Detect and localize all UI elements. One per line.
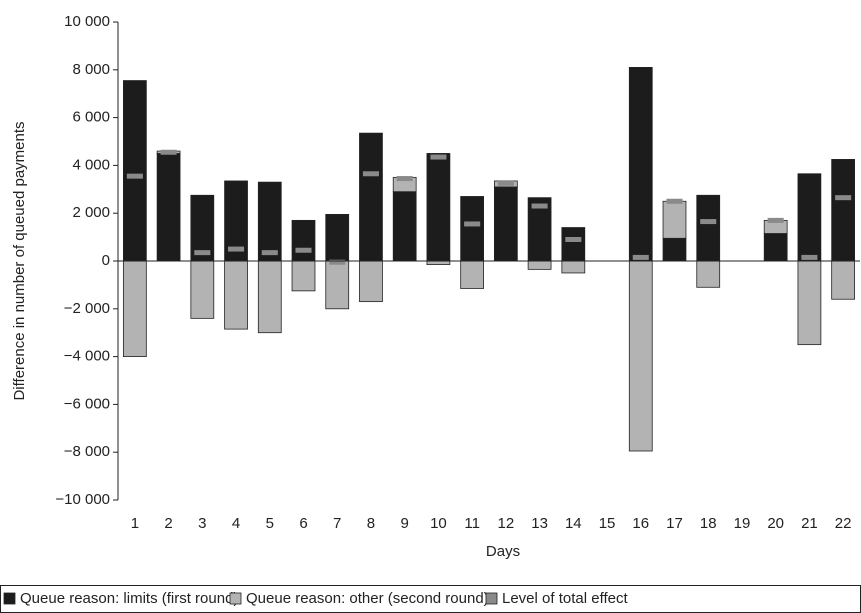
x-tick-label: 4 [232,515,240,532]
bar [460,196,485,262]
y-axis-label: Difference in number of queued payments [11,121,28,400]
bar [156,153,181,262]
x-tick-label: 7 [333,515,341,532]
legend-label: Queue reason: limits (first round) [20,590,238,607]
bar [831,159,856,262]
y-tick-label: −8 000 [64,443,110,460]
total-marker [632,254,649,260]
total-marker [801,254,818,260]
bar [527,260,552,270]
y-tick-label: −10 000 [55,491,110,508]
bar [662,237,687,262]
y-tick-label: 10 000 [64,13,110,30]
bar [122,260,147,357]
y-tick-label: 2 000 [72,204,110,221]
bar [628,67,653,262]
x-tick-label: 17 [666,515,683,532]
legend-swatch [485,592,498,605]
y-tick-label: 0 [102,252,110,269]
x-tick-label: 5 [266,515,274,532]
x-tick-label: 16 [632,515,649,532]
total-marker [464,221,481,227]
x-tick-label: 6 [299,515,307,532]
total-marker [666,198,683,204]
x-tick-label: 9 [401,515,409,532]
x-tick-label: 11 [464,515,480,532]
x-tick-label: 20 [767,515,784,532]
bar [797,173,822,262]
total-marker [497,180,514,186]
y-tick-label: 6 000 [72,109,110,126]
x-tick-label: 21 [801,515,818,532]
total-marker [430,154,447,160]
bar [662,200,687,239]
x-tick-label: 2 [164,515,172,532]
x-tick-label: 1 [131,515,139,532]
bar [257,260,282,334]
bar [493,186,518,262]
x-tick-label: 13 [531,515,548,532]
bar [291,260,316,292]
total-marker [835,195,852,201]
bar [257,181,282,262]
x-axis-label: Days [486,543,520,560]
total-marker [228,246,245,252]
bar [797,260,822,346]
x-tick-label: 19 [734,515,751,532]
x-tick-label: 18 [700,515,717,532]
bar [325,213,350,262]
bar [325,260,350,310]
y-tick-label: −6 000 [64,395,110,412]
bar [392,191,417,262]
legend-label: Level of total effect [502,590,628,607]
x-tick-label: 8 [367,515,375,532]
total-marker [160,149,177,155]
bar [190,260,215,319]
x-tick-label: 10 [430,515,447,532]
bar [359,132,383,262]
x-tick-label: 14 [565,515,582,532]
total-marker [531,203,548,209]
y-tick-label: −4 000 [64,348,110,365]
x-tick-label: 15 [599,515,616,532]
total-marker [194,250,211,256]
bar [561,260,586,274]
bar [224,260,248,330]
total-marker [329,259,346,265]
x-tick-label: 3 [198,515,206,532]
total-marker [767,217,784,223]
bar [696,194,721,262]
bar [291,219,316,262]
total-marker [700,219,717,225]
bar [628,260,653,452]
bar [831,260,856,300]
bar [426,260,451,265]
bar [696,260,721,288]
bar [763,233,788,262]
total-marker [126,173,143,179]
total-marker [565,236,582,242]
total-marker [261,250,278,256]
total-marker [362,171,379,177]
y-tick-label: −2 000 [64,300,110,317]
y-tick-label: 8 000 [72,61,110,78]
x-tick-label: 12 [498,515,515,532]
bar [561,227,586,262]
total-marker [295,247,312,253]
legend-label: Queue reason: other (second round) [246,590,489,607]
bar [122,80,147,262]
bar [426,153,451,262]
legend-swatch [229,592,242,605]
bar [359,260,383,303]
legend-swatch [3,592,16,605]
x-tick-label: 22 [835,515,852,532]
y-tick-label: 4 000 [72,156,110,173]
bar [460,260,485,289]
total-marker [396,176,413,182]
